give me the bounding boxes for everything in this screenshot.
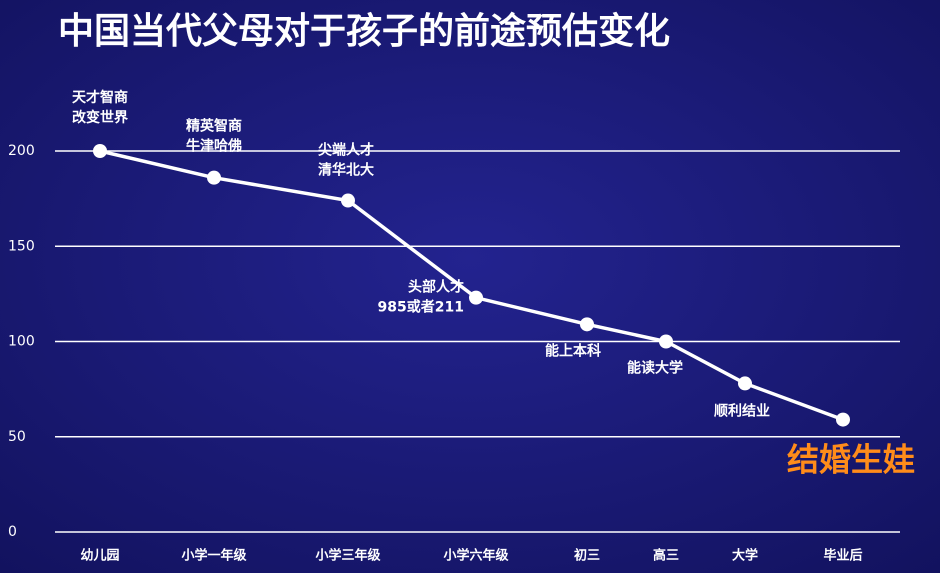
annotation: 能上本科 [545,342,601,359]
annotation: 能读大学 [627,360,683,377]
x-tick-label: 幼儿园 [80,548,119,564]
annotation: 985或者211 [378,299,464,316]
point [341,193,355,208]
line [99,149,844,422]
y-tick-label: 0 [8,524,17,540]
point [836,412,850,427]
x-tick-label: 小学三年级 [315,548,381,564]
annotation: 尖端人才 [318,142,374,159]
x-tick-label: 大学 [732,548,758,564]
point [738,376,752,391]
point [580,317,594,332]
annotation: 清华北大 [318,162,374,179]
y-tick-label: 150 [8,238,35,254]
x-tick-label: 初三 [574,548,600,564]
y-tick-label: 100 [8,334,35,350]
annotation: 天才智商 [72,89,128,106]
annotation: 牛津哈佛 [186,138,242,155]
annotation: 精英智商 [186,118,242,135]
annotation: 头部人才 [408,279,464,296]
x-tick-label: 高三 [653,548,679,564]
point [659,334,673,349]
annotation: 改变世界 [72,109,129,126]
highlight-annotation: 结婚生娃 [787,441,915,479]
annotation: 顺利结业 [714,402,770,419]
y-tick-label: 50 [8,429,26,445]
x-tick-label: 小学六年级 [443,548,509,564]
x-tick-label: 毕业后 [823,548,862,564]
chart-title: 中国当代父母对于孩子的前途预估变化 [58,10,670,52]
point [207,170,221,185]
point [469,290,483,305]
x-tick-label: 小学一年级 [181,548,247,564]
point [93,144,107,158]
y-tick-label: 200 [8,143,35,159]
